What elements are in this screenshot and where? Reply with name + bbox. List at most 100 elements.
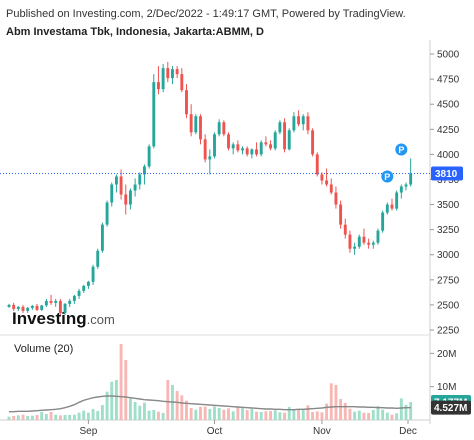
volume-bar [157,411,160,420]
candle-body [334,192,338,205]
volume-bar [208,409,212,420]
volume-bar [306,405,310,420]
candle-body [217,122,221,135]
logo-main: Investing [12,309,87,328]
gridlines: Investing.com [0,40,431,424]
candle-body [213,134,216,157]
volume-bar [189,408,193,420]
candle-body [44,300,48,306]
volume-bar [30,415,34,420]
price-tick-label: 3500 [437,200,460,211]
candle-body [292,116,296,131]
candle-body [142,166,146,175]
volume-bar [213,406,216,420]
current-price-badge [431,166,463,181]
candle-body [287,130,291,150]
volume-ma-badge [431,400,471,415]
volume-bar [68,415,72,420]
investing-logo: Investing.com [12,309,115,328]
volume-bar [16,415,20,420]
volume-bar [12,416,16,420]
volume-bar [339,399,343,420]
volume-bar [105,391,109,420]
volume-bar [362,412,366,420]
volume-bar [343,403,347,420]
volume-bar [264,411,268,420]
volume-bar [287,407,291,420]
volume-bar [222,409,226,420]
candle-body [86,281,90,286]
chart-title: Abm Investama Tbk, Indonesia, Jakarta:AB… [6,26,264,38]
volume-bar [315,411,319,420]
volume-bar [320,412,324,420]
candle-body [194,116,198,133]
candle-body [250,149,254,155]
volume-bar [128,398,132,420]
candle-body [399,186,403,193]
volume-bar [409,402,413,420]
candle-body [54,300,58,303]
volume-axis: 20M10M7.177M4.527M [430,349,471,415]
candle-body [297,116,301,125]
volume-bar [175,391,179,420]
volume-bar [357,410,361,420]
candle-body [175,69,179,75]
volume-bar [259,412,263,420]
volume-bar [21,414,25,420]
candle-body [315,154,319,175]
price-tick-label: 4750 [437,75,460,86]
dividend-marker [381,170,394,183]
candle-body [208,156,212,160]
volume-series: Volume (20) [7,343,413,420]
candle-body [128,190,132,205]
volume-bar [82,410,86,420]
candle-body [203,139,207,160]
candle-body [343,224,347,235]
price-tick-label: 4500 [437,100,460,111]
candle-body [395,192,399,209]
candle-body [147,146,151,167]
price-tick-label: 2750 [437,275,460,286]
volume-bar [325,403,329,420]
chart-overlay: 3810 P P [0,143,463,183]
candle-body [269,144,272,149]
volume-bar [35,415,39,420]
volume-bar [348,408,352,420]
volume-bar [26,416,30,420]
volume-bar [100,405,104,420]
volume-bar [404,405,408,420]
candle-body [96,250,100,267]
candle-body [325,180,329,185]
volume-bar [292,410,296,420]
volume-bar [301,409,305,420]
candle-body [82,285,86,291]
candle-body [189,114,193,133]
candle-body [301,116,305,125]
candle-body [241,148,244,151]
volume-bar [297,409,301,420]
price-tick-label: 3750 [437,175,460,186]
candle-body [222,122,226,135]
volume-bar [245,410,249,420]
candle-body [119,176,123,195]
candle-body [63,303,67,313]
candle-body [329,184,333,193]
candle-body [138,174,142,185]
volume-tick-label: 20M [437,349,456,360]
candle-body [259,142,263,155]
candle-body [255,149,258,155]
volume-bar [7,416,11,420]
time-tick-label: Nov [313,426,331,437]
candle-body [161,68,165,90]
volume-bar [54,414,58,420]
volume-bar [110,381,114,420]
volume-bar [376,406,380,420]
time-tick-label: Dec [399,426,417,437]
candle-body [409,173,413,185]
volume-bar [236,407,240,420]
candle-body [171,69,174,79]
volume-bar [161,413,165,420]
volume-ma-label: 4.527M [434,403,467,414]
price-tick-label: 4250 [437,125,460,136]
